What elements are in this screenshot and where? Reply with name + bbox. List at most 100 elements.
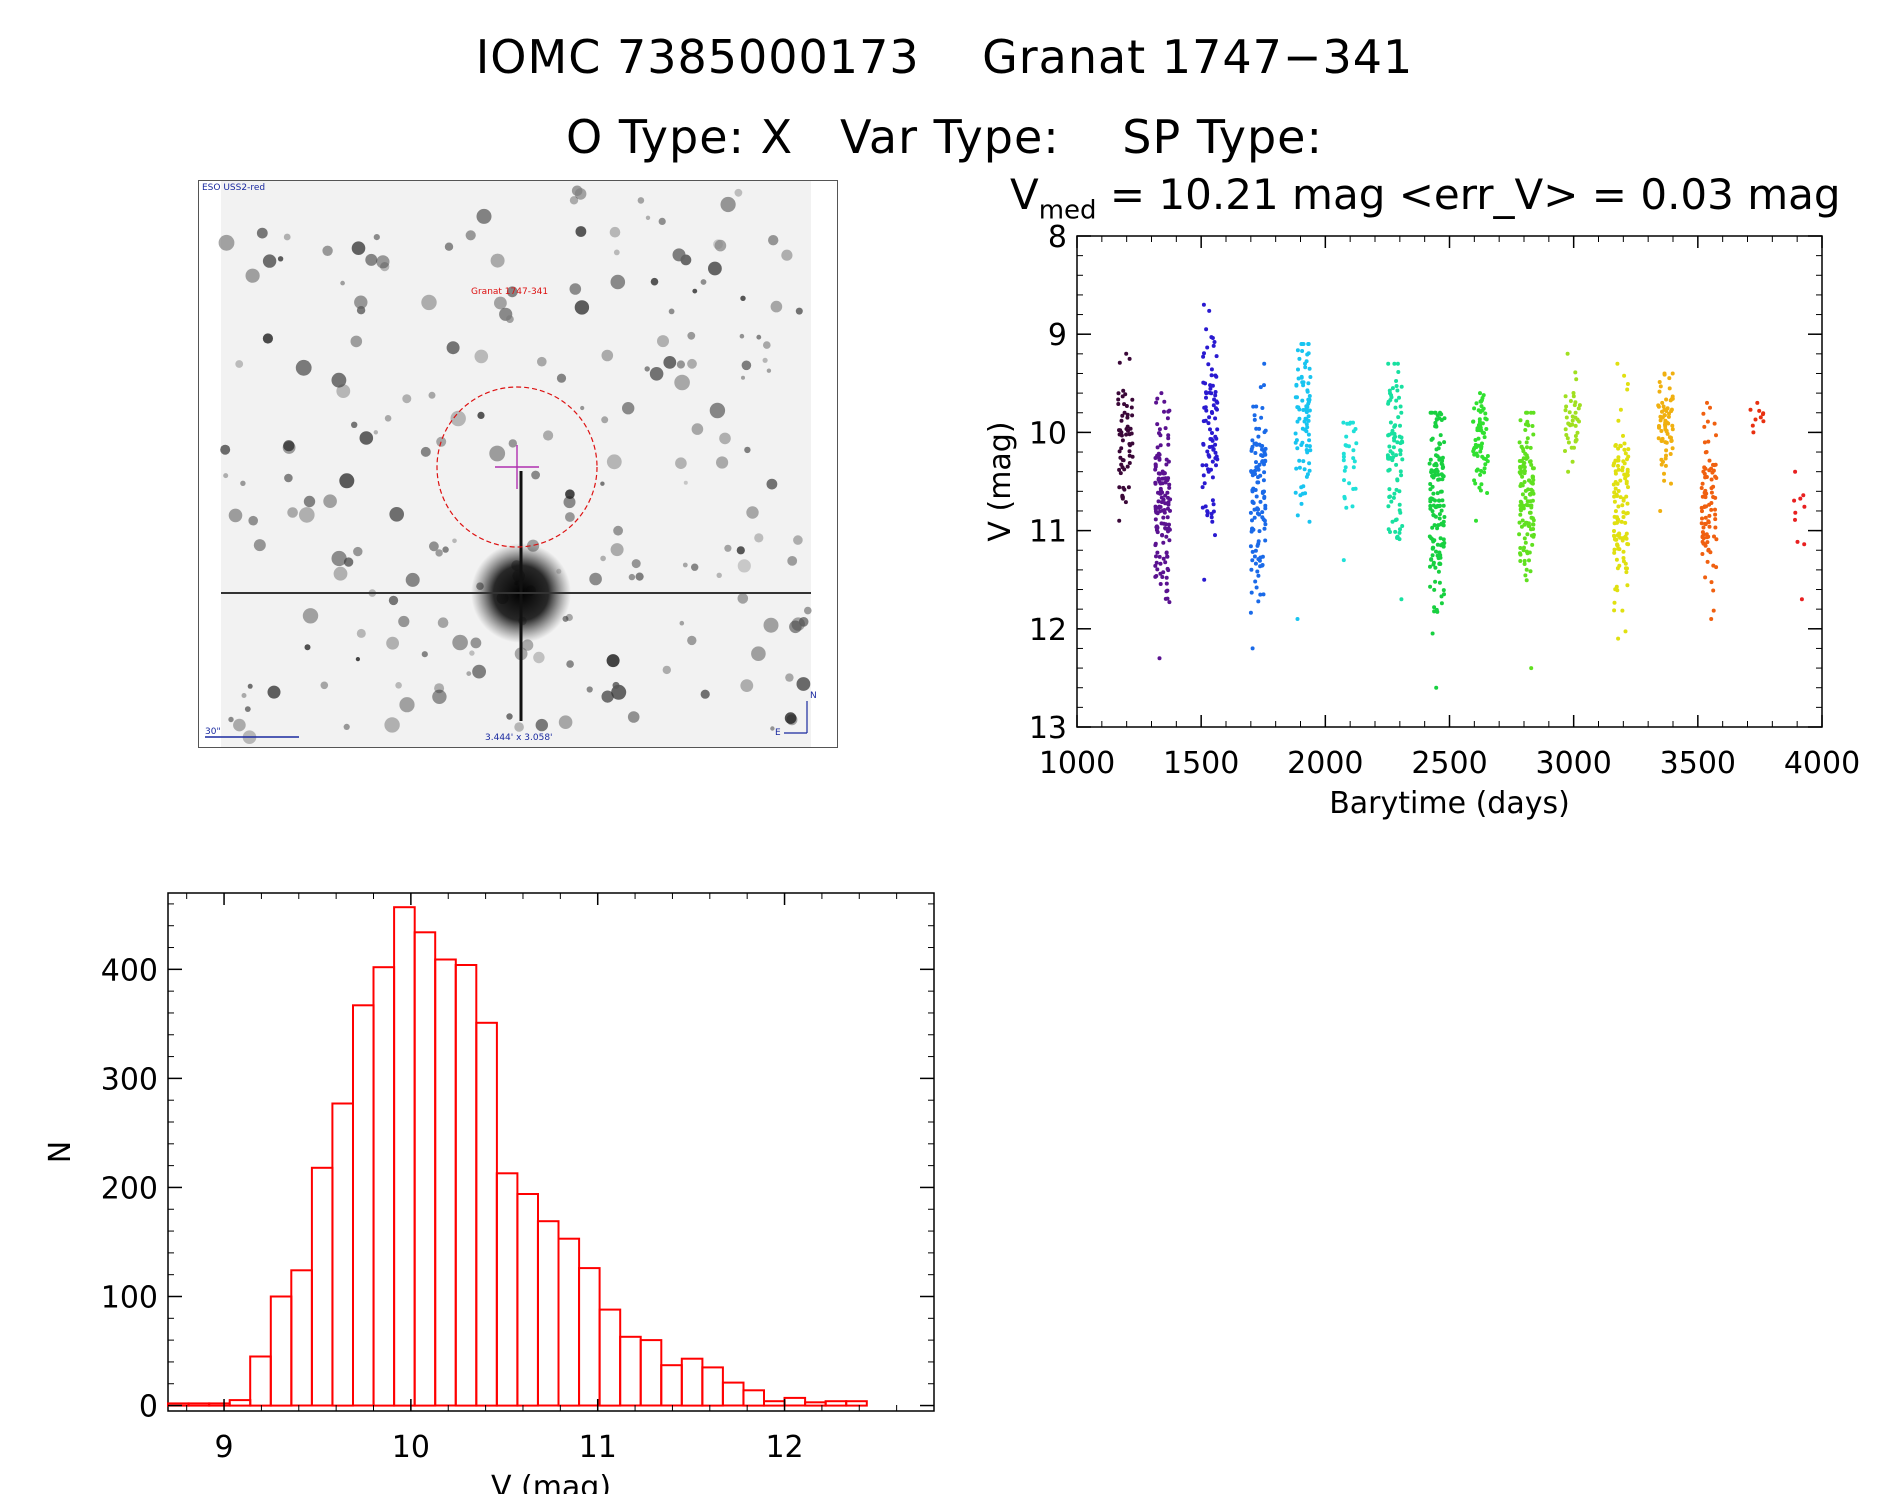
data-point <box>1757 408 1762 413</box>
data-point <box>1657 380 1662 384</box>
data-point <box>1387 455 1392 460</box>
data-point <box>1712 463 1717 468</box>
data-point <box>1201 380 1206 385</box>
data-point <box>1297 416 1302 421</box>
background-star <box>804 606 812 615</box>
data-point <box>1257 426 1262 431</box>
data-point <box>1442 440 1447 445</box>
data-point <box>1254 426 1259 431</box>
data-point <box>1153 517 1158 522</box>
data-point <box>1613 469 1618 474</box>
background-star <box>354 295 368 309</box>
data-point <box>1473 442 1478 447</box>
data-point <box>1471 419 1476 424</box>
data-point <box>1435 542 1440 547</box>
background-star <box>299 507 315 523</box>
data-point <box>1699 521 1704 526</box>
data-point <box>1663 424 1668 429</box>
data-point <box>1713 517 1718 522</box>
data-point <box>1703 450 1708 455</box>
data-point <box>1153 574 1158 579</box>
background-star <box>650 277 659 286</box>
data-point <box>1166 442 1171 447</box>
data-point <box>1260 447 1264 452</box>
data-point <box>1524 503 1529 507</box>
data-point <box>1386 468 1391 473</box>
histogram-bar <box>701 1366 724 1407</box>
background-star <box>635 572 644 581</box>
histogram-bar <box>660 1364 683 1407</box>
data-point <box>1477 421 1482 426</box>
data-point <box>1612 461 1617 466</box>
background-star <box>610 543 624 557</box>
data-point <box>1480 421 1485 426</box>
background-star <box>612 681 620 689</box>
data-point <box>1117 485 1122 490</box>
data-point <box>1117 467 1122 472</box>
median-magnitude-label: Vmed = 10.21 mag <err_V> = 0.03 mag <box>1010 170 1841 225</box>
background-star <box>663 356 677 369</box>
data-point <box>1520 474 1525 479</box>
data-point <box>1212 340 1217 344</box>
data-point <box>1201 354 1206 359</box>
background-star <box>476 208 492 224</box>
histogram-bar <box>742 1389 766 1407</box>
data-point <box>1612 550 1617 555</box>
background-star <box>756 334 762 340</box>
data-point <box>1518 552 1523 557</box>
data-point <box>1523 540 1528 545</box>
data-point <box>1572 403 1577 408</box>
survey-label: ESO USS2-red <box>202 183 266 193</box>
background-star <box>283 233 291 241</box>
season-13-points <box>1656 371 1675 513</box>
data-point <box>1701 469 1706 474</box>
data-point <box>1615 515 1619 520</box>
data-point <box>1612 521 1617 526</box>
data-point <box>1155 550 1160 555</box>
data-point <box>1658 384 1663 389</box>
data-point <box>1307 397 1312 402</box>
background-star <box>770 300 783 313</box>
data-point <box>1703 495 1708 500</box>
data-point <box>1306 351 1311 356</box>
background-star <box>353 546 363 557</box>
data-point <box>1657 424 1661 428</box>
season-10-points <box>1517 410 1536 671</box>
data-point <box>1792 498 1797 503</box>
background-star <box>644 366 650 372</box>
data-point <box>1438 489 1443 494</box>
data-point <box>1479 404 1484 409</box>
data-point <box>1353 427 1358 431</box>
data-point <box>1253 451 1258 455</box>
data-point <box>1472 445 1477 450</box>
data-point <box>1708 405 1712 410</box>
data-point <box>1387 487 1392 492</box>
data-point <box>1389 431 1394 436</box>
background-star <box>600 481 605 486</box>
data-point <box>1438 433 1443 438</box>
data-point <box>1438 536 1443 541</box>
data-point <box>1427 534 1432 539</box>
data-point <box>1626 542 1631 547</box>
background-star <box>691 563 699 571</box>
data-point <box>1753 417 1758 422</box>
data-point <box>1526 487 1531 492</box>
plot-frame <box>167 892 935 1412</box>
data-point <box>1163 522 1168 527</box>
data-point <box>1517 532 1522 537</box>
data-point <box>1353 486 1358 491</box>
background-star <box>770 726 775 731</box>
data-point <box>1263 446 1268 451</box>
data-point <box>1249 567 1254 572</box>
data-point <box>1293 490 1298 495</box>
data-point <box>1166 409 1171 414</box>
data-point <box>1395 478 1400 483</box>
data-point <box>1166 495 1170 500</box>
background-star <box>589 572 602 586</box>
data-point <box>1249 529 1254 534</box>
data-point <box>1201 302 1206 307</box>
data-point <box>1305 425 1310 430</box>
data-point <box>1258 555 1263 560</box>
data-point <box>1248 610 1253 615</box>
data-point <box>1622 447 1627 452</box>
